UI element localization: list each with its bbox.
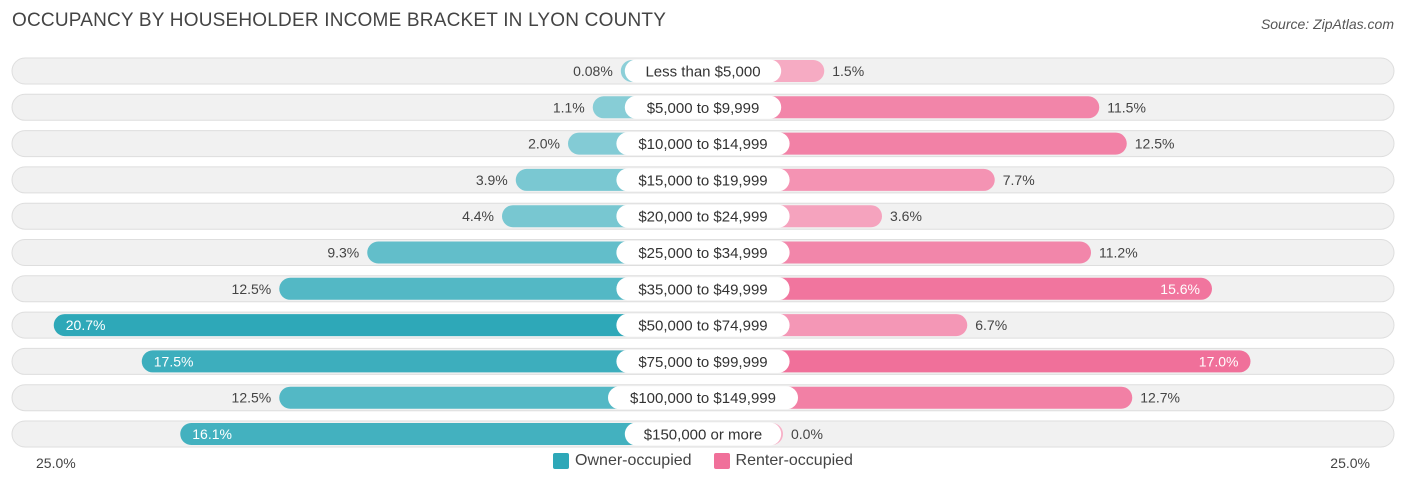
category-label: $25,000 to $34,999 bbox=[638, 245, 767, 262]
renter-value-label: 3.6% bbox=[890, 208, 922, 224]
renter-bar bbox=[703, 241, 1091, 264]
owner-value-label: 1.1% bbox=[553, 99, 585, 115]
diverging-bar-chart: 0.08% 1.5% Less than $5,000 1.1% 11.5% $5,000… bbox=[11, 57, 1395, 448]
category-label: $5,000 to $9,999 bbox=[647, 100, 760, 117]
renter-value-label: 17.0% bbox=[1199, 353, 1239, 369]
renter-value-label: 12.7% bbox=[1140, 390, 1180, 406]
legend-item-owner: Owner-occupied bbox=[553, 452, 692, 470]
owner-value-label: 12.5% bbox=[232, 390, 272, 406]
legend-label-owner: Owner-occupied bbox=[575, 452, 692, 469]
category-pill bbox=[616, 241, 790, 264]
owner-value-label: 0.08% bbox=[573, 63, 613, 79]
renter-value-label: 11.5% bbox=[1107, 99, 1146, 115]
category-pill bbox=[616, 204, 790, 228]
category-label: $10,000 to $14,999 bbox=[638, 136, 767, 153]
renter-value-label: 0.0% bbox=[791, 426, 823, 442]
owner-value-label: 12.5% bbox=[232, 281, 272, 297]
legend-swatch-owner bbox=[553, 453, 570, 469]
legend-swatch-renter bbox=[713, 453, 730, 469]
category-pill bbox=[616, 313, 790, 337]
legend-item-renter: Renter-occupied bbox=[713, 452, 853, 470]
renter-value-label: 11.2% bbox=[1099, 245, 1138, 261]
owner-value-label: 16.1% bbox=[192, 426, 232, 442]
owner-bar bbox=[279, 386, 703, 409]
owner-bar bbox=[53, 314, 703, 337]
renter-bar bbox=[703, 350, 1251, 373]
renter-bar bbox=[703, 96, 1100, 119]
category-label: $75,000 to $99,999 bbox=[638, 354, 767, 371]
chart-title: OCCUPANCY BY HOUSEHOLDER INCOME BRACKET … bbox=[12, 10, 667, 31]
legend-label-renter: Renter-occupied bbox=[735, 452, 853, 469]
owner-value-label: 17.5% bbox=[154, 353, 194, 369]
owner-bar bbox=[279, 277, 703, 300]
category-pill bbox=[616, 168, 790, 192]
owner-value-label: 20.7% bbox=[66, 317, 106, 333]
chart-source: Source: ZipAtlas.com bbox=[1260, 16, 1394, 32]
category-pill bbox=[624, 95, 782, 119]
category-label: Less than $5,000 bbox=[645, 64, 760, 81]
owner-bar bbox=[180, 423, 703, 445]
category-pill bbox=[624, 59, 782, 83]
owner-bar bbox=[141, 350, 703, 373]
owner-value-label: 2.0% bbox=[528, 136, 560, 152]
owner-value-label: 9.3% bbox=[327, 245, 359, 261]
category-pill bbox=[616, 349, 790, 373]
renter-value-label: 12.5% bbox=[1135, 136, 1175, 152]
category-pill bbox=[616, 277, 790, 301]
owner-value-label: 4.4% bbox=[462, 208, 494, 224]
owner-value-label: 3.9% bbox=[476, 172, 508, 188]
category-pill bbox=[624, 422, 782, 446]
renter-value-label: 6.7% bbox=[975, 317, 1007, 333]
category-label: $15,000 to $19,999 bbox=[638, 172, 767, 189]
category-label: $150,000 or more bbox=[644, 427, 762, 444]
renter-bar bbox=[703, 132, 1127, 155]
legend: Owner-occupied Renter-occupied bbox=[0, 452, 1406, 470]
axis-right-label: 25.0% bbox=[1330, 455, 1370, 471]
renter-value-label: 15.6% bbox=[1160, 281, 1200, 297]
category-pill bbox=[608, 386, 798, 410]
category-pill bbox=[616, 132, 790, 156]
category-label: $50,000 to $74,999 bbox=[638, 318, 767, 335]
axis-left-label: 25.0% bbox=[36, 455, 76, 471]
renter-value-label: 1.5% bbox=[832, 63, 864, 79]
category-label: $20,000 to $24,999 bbox=[638, 209, 767, 226]
renter-bar bbox=[703, 277, 1212, 300]
renter-bar bbox=[703, 386, 1133, 409]
category-label: $35,000 to $49,999 bbox=[638, 281, 767, 298]
category-label: $100,000 to $149,999 bbox=[630, 390, 776, 407]
renter-value-label: 7.7% bbox=[1003, 172, 1035, 188]
